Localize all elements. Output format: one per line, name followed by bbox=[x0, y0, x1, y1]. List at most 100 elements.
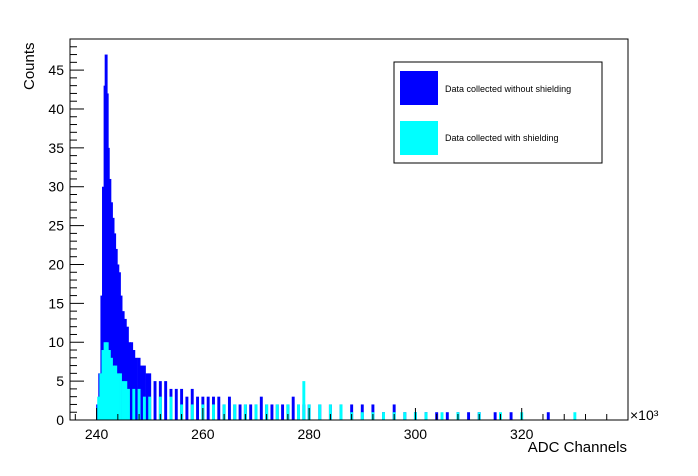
series-shielded bbox=[97, 342, 577, 420]
histogram-bar bbox=[102, 186, 105, 420]
histogram-bar bbox=[291, 396, 295, 420]
histogram-bar bbox=[281, 404, 285, 420]
histogram-bar bbox=[145, 373, 149, 420]
histogram-bar bbox=[101, 350, 105, 420]
y-tick-label: 15 bbox=[48, 295, 64, 311]
histogram-bar bbox=[119, 295, 123, 420]
histogram-bar bbox=[403, 412, 407, 420]
axes-layer: 0 5 10 15 20 25 30 35 40 45 240 260 280 300 320 bbox=[48, 38, 629, 442]
histogram-bar bbox=[128, 342, 131, 420]
histogram-bar bbox=[222, 404, 226, 420]
histogram-bar bbox=[217, 396, 221, 420]
histogram-bar bbox=[121, 311, 125, 420]
histogram-bar bbox=[286, 404, 290, 420]
histogram-bar bbox=[360, 412, 364, 420]
histogram-bar bbox=[124, 381, 128, 420]
legend-label-unshielded: Data collected without shielding bbox=[445, 84, 571, 94]
histogram-bar bbox=[113, 233, 117, 420]
histogram-bar bbox=[440, 412, 444, 420]
histogram-bar bbox=[424, 412, 428, 420]
x-tick-label: 300 bbox=[404, 426, 428, 442]
histogram-bar bbox=[445, 412, 449, 420]
histogram-bar bbox=[158, 396, 162, 420]
histogram-bar bbox=[238, 404, 242, 420]
legend-label-shielded: Data collected with shielding bbox=[445, 133, 559, 143]
histogram-bar bbox=[265, 404, 269, 420]
histogram-bar bbox=[148, 396, 152, 420]
y-tick-label: 45 bbox=[48, 62, 64, 78]
histogram-bar bbox=[105, 342, 109, 420]
histogram-bar bbox=[259, 396, 263, 420]
y-tick-label: 25 bbox=[48, 218, 64, 234]
y-tick-label: 5 bbox=[56, 373, 64, 389]
histogram-bar bbox=[106, 147, 110, 421]
histogram-bar bbox=[116, 373, 120, 420]
histogram-bar bbox=[546, 412, 550, 420]
histogram-bar bbox=[573, 412, 577, 420]
histogram-bar bbox=[140, 365, 144, 420]
y-tick-label: 30 bbox=[48, 179, 64, 195]
y-tick-label: 20 bbox=[48, 256, 64, 272]
histogram-bar bbox=[174, 388, 178, 420]
histogram-bar bbox=[164, 381, 168, 420]
histogram-bar bbox=[190, 404, 194, 420]
histogram-bar bbox=[339, 404, 343, 420]
x-axis-multiplier: ×10³ bbox=[630, 407, 659, 423]
histogram-bar bbox=[212, 404, 215, 420]
histogram-bar bbox=[127, 388, 130, 420]
plot-frame bbox=[69, 38, 629, 421]
histogram-bar bbox=[142, 365, 146, 420]
histogram-bar bbox=[108, 178, 112, 420]
legend-swatch-shielded bbox=[400, 121, 438, 155]
y-tick-label: 0 bbox=[56, 412, 64, 428]
histogram-bar bbox=[130, 342, 134, 420]
histogram-bar bbox=[111, 217, 115, 420]
histogram-bar bbox=[99, 373, 103, 420]
x-tick-label: 320 bbox=[510, 426, 534, 442]
histogram-bar bbox=[275, 404, 279, 420]
legend-swatch-unshielded bbox=[400, 71, 438, 105]
histogram-bar bbox=[180, 404, 184, 420]
y-tick-label: 10 bbox=[48, 334, 64, 350]
histogram-bar bbox=[227, 396, 231, 420]
histogram-bar bbox=[119, 373, 122, 420]
histogram-bar bbox=[185, 396, 189, 420]
histogram-bar bbox=[233, 404, 237, 420]
histogram-bar bbox=[132, 350, 136, 420]
histogram-bar bbox=[103, 342, 107, 420]
histogram-bar bbox=[169, 396, 173, 420]
y-tick-label: 35 bbox=[48, 140, 64, 156]
histogram-bar bbox=[382, 412, 385, 420]
histogram-bar bbox=[107, 350, 111, 420]
histogram-bar bbox=[114, 248, 118, 420]
histogram-bar bbox=[132, 388, 136, 420]
x-tick-label: 260 bbox=[191, 426, 215, 442]
histogram-bar bbox=[112, 365, 116, 420]
x-tick-label: 240 bbox=[85, 426, 109, 442]
histogram-bar bbox=[142, 396, 146, 420]
histogram-bar bbox=[243, 404, 247, 420]
y-tick-label: 40 bbox=[48, 101, 64, 117]
histogram-bar bbox=[270, 404, 274, 420]
histogram-bar bbox=[249, 404, 253, 420]
x-tick-label: 280 bbox=[297, 426, 321, 442]
histogram-bar bbox=[328, 404, 332, 420]
histogram-bar bbox=[254, 404, 258, 420]
histogram-bar bbox=[109, 202, 113, 420]
histogram-bar bbox=[196, 396, 199, 420]
histogram-bar bbox=[318, 404, 322, 420]
histogram-bar bbox=[114, 365, 118, 420]
histogram-bar bbox=[123, 318, 127, 420]
histogram-bar bbox=[137, 388, 141, 420]
histogram-bar bbox=[125, 326, 129, 420]
histogram-bar bbox=[509, 412, 513, 420]
histogram-bar bbox=[97, 396, 101, 420]
histogram-bar bbox=[116, 264, 120, 420]
histogram-bar bbox=[467, 412, 471, 420]
y-axis-title: Counts bbox=[21, 42, 38, 90]
histogram-bar bbox=[206, 396, 210, 420]
histogram-bar bbox=[134, 357, 138, 420]
histogram-bar bbox=[493, 412, 497, 420]
histogram-bar bbox=[109, 357, 113, 420]
